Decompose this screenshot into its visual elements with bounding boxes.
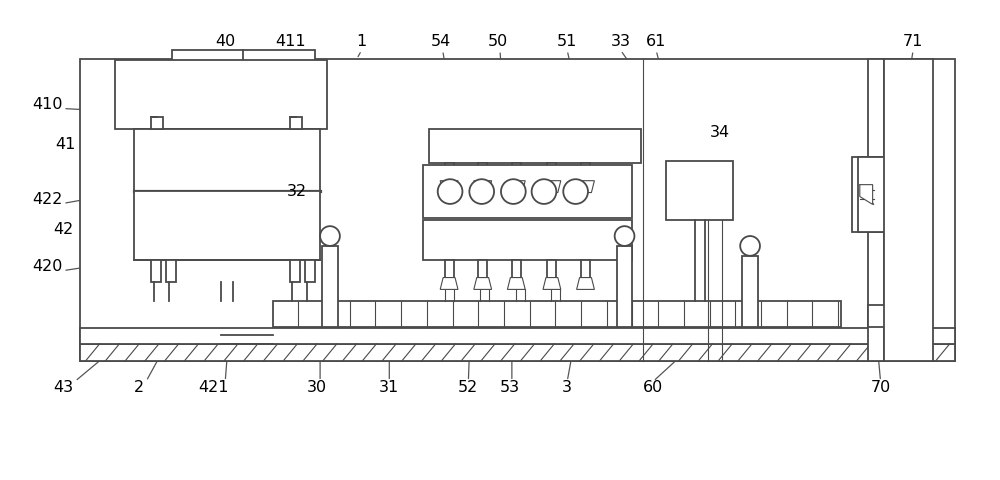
Text: 2: 2 xyxy=(134,379,144,394)
Bar xyxy=(322,246,338,327)
Bar xyxy=(478,164,487,181)
Text: 54: 54 xyxy=(431,34,451,49)
Polygon shape xyxy=(507,181,525,193)
Text: 42: 42 xyxy=(53,221,73,236)
Text: 30: 30 xyxy=(307,379,327,394)
Text: 34: 34 xyxy=(709,124,729,140)
Polygon shape xyxy=(474,278,492,290)
Circle shape xyxy=(532,180,556,204)
Text: 51: 51 xyxy=(557,34,577,49)
Text: 60: 60 xyxy=(643,379,663,394)
Circle shape xyxy=(469,180,494,204)
Text: 421: 421 xyxy=(198,379,229,394)
Bar xyxy=(478,260,487,278)
Text: 33: 33 xyxy=(611,34,631,49)
Text: 71: 71 xyxy=(903,34,923,49)
Circle shape xyxy=(563,180,588,204)
Circle shape xyxy=(320,227,340,246)
Text: 410: 410 xyxy=(32,97,63,112)
Bar xyxy=(868,60,884,361)
Polygon shape xyxy=(577,278,594,290)
Bar xyxy=(151,118,163,130)
Bar xyxy=(868,306,902,327)
Bar xyxy=(172,51,315,130)
Bar xyxy=(423,221,632,260)
Bar xyxy=(290,260,300,282)
Circle shape xyxy=(615,227,634,246)
Bar xyxy=(166,260,176,282)
Text: 43: 43 xyxy=(53,379,73,394)
Polygon shape xyxy=(543,278,561,290)
Text: 422: 422 xyxy=(32,192,62,206)
Bar xyxy=(547,260,556,278)
Text: 420: 420 xyxy=(32,259,62,274)
Text: 70: 70 xyxy=(870,379,891,394)
Circle shape xyxy=(501,180,526,204)
Bar xyxy=(273,301,841,327)
Polygon shape xyxy=(440,181,458,193)
Text: 52: 52 xyxy=(458,379,478,394)
Text: 32: 32 xyxy=(287,184,307,199)
Text: 40: 40 xyxy=(215,34,235,49)
Text: 411: 411 xyxy=(275,34,306,49)
Polygon shape xyxy=(860,185,873,205)
Bar xyxy=(305,260,315,282)
Bar xyxy=(547,164,556,181)
Bar xyxy=(445,164,454,181)
Polygon shape xyxy=(507,278,525,290)
Polygon shape xyxy=(543,181,561,193)
Circle shape xyxy=(438,180,462,204)
Text: 31: 31 xyxy=(379,379,399,394)
Bar xyxy=(445,260,454,278)
Bar xyxy=(151,260,161,282)
Bar xyxy=(666,162,733,221)
Bar xyxy=(512,164,521,181)
Polygon shape xyxy=(577,181,594,193)
Polygon shape xyxy=(440,278,458,290)
Text: 1: 1 xyxy=(356,34,367,49)
Bar xyxy=(884,60,933,361)
Bar xyxy=(858,157,905,233)
Bar xyxy=(134,130,320,191)
Bar xyxy=(290,118,302,130)
Bar xyxy=(742,256,758,327)
Polygon shape xyxy=(474,181,492,193)
Bar xyxy=(429,130,641,164)
Bar xyxy=(617,246,632,327)
Bar xyxy=(80,60,955,361)
Bar xyxy=(581,260,590,278)
Text: 53: 53 xyxy=(500,379,520,394)
Text: 61: 61 xyxy=(646,34,666,49)
Bar xyxy=(581,164,590,181)
Bar xyxy=(80,344,955,361)
Text: 50: 50 xyxy=(488,34,508,49)
Bar xyxy=(134,191,320,260)
Text: 41: 41 xyxy=(55,136,75,151)
Bar xyxy=(852,157,899,233)
Text: 3: 3 xyxy=(562,379,572,394)
Bar xyxy=(512,260,521,278)
Bar xyxy=(423,166,632,219)
Circle shape xyxy=(740,237,760,256)
Bar xyxy=(80,328,955,344)
Bar xyxy=(115,61,327,130)
